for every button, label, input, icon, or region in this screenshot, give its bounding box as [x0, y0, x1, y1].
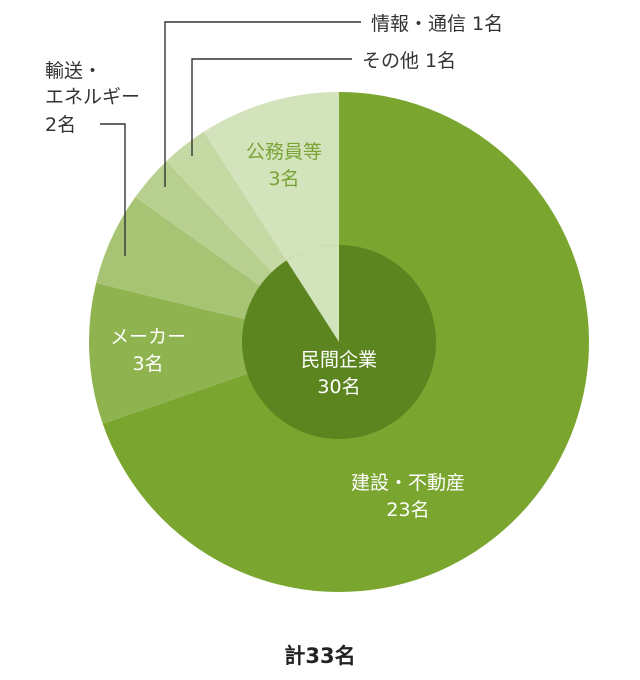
other-label: その他 1名	[362, 50, 456, 72]
transport-label-line-1: 輸送・	[45, 60, 102, 82]
public-value-label: 3名	[268, 168, 299, 190]
total-count: 計33名	[284, 644, 356, 668]
public-label: 公務員等	[246, 141, 322, 163]
inner-label: 民間企業	[301, 349, 377, 371]
info-label: 情報・通信 1名	[371, 13, 503, 35]
transport-value-label: 2名	[45, 114, 76, 136]
leader-lines	[100, 21, 361, 256]
leader-other	[191, 58, 352, 156]
leader-transport	[100, 123, 126, 256]
transport-label-line-2: エネルギー	[45, 86, 140, 108]
construction-label: 建設・不動産	[351, 472, 465, 494]
maker-value-label: 3名	[132, 353, 163, 375]
maker-label: メーカー	[110, 326, 186, 348]
pie-slice-public-inner	[286, 245, 339, 342]
leader-info	[164, 21, 361, 187]
inner-value-label: 30名	[317, 376, 360, 398]
construction-value-label: 23名	[386, 499, 429, 521]
pie-slice-maker	[89, 283, 339, 424]
